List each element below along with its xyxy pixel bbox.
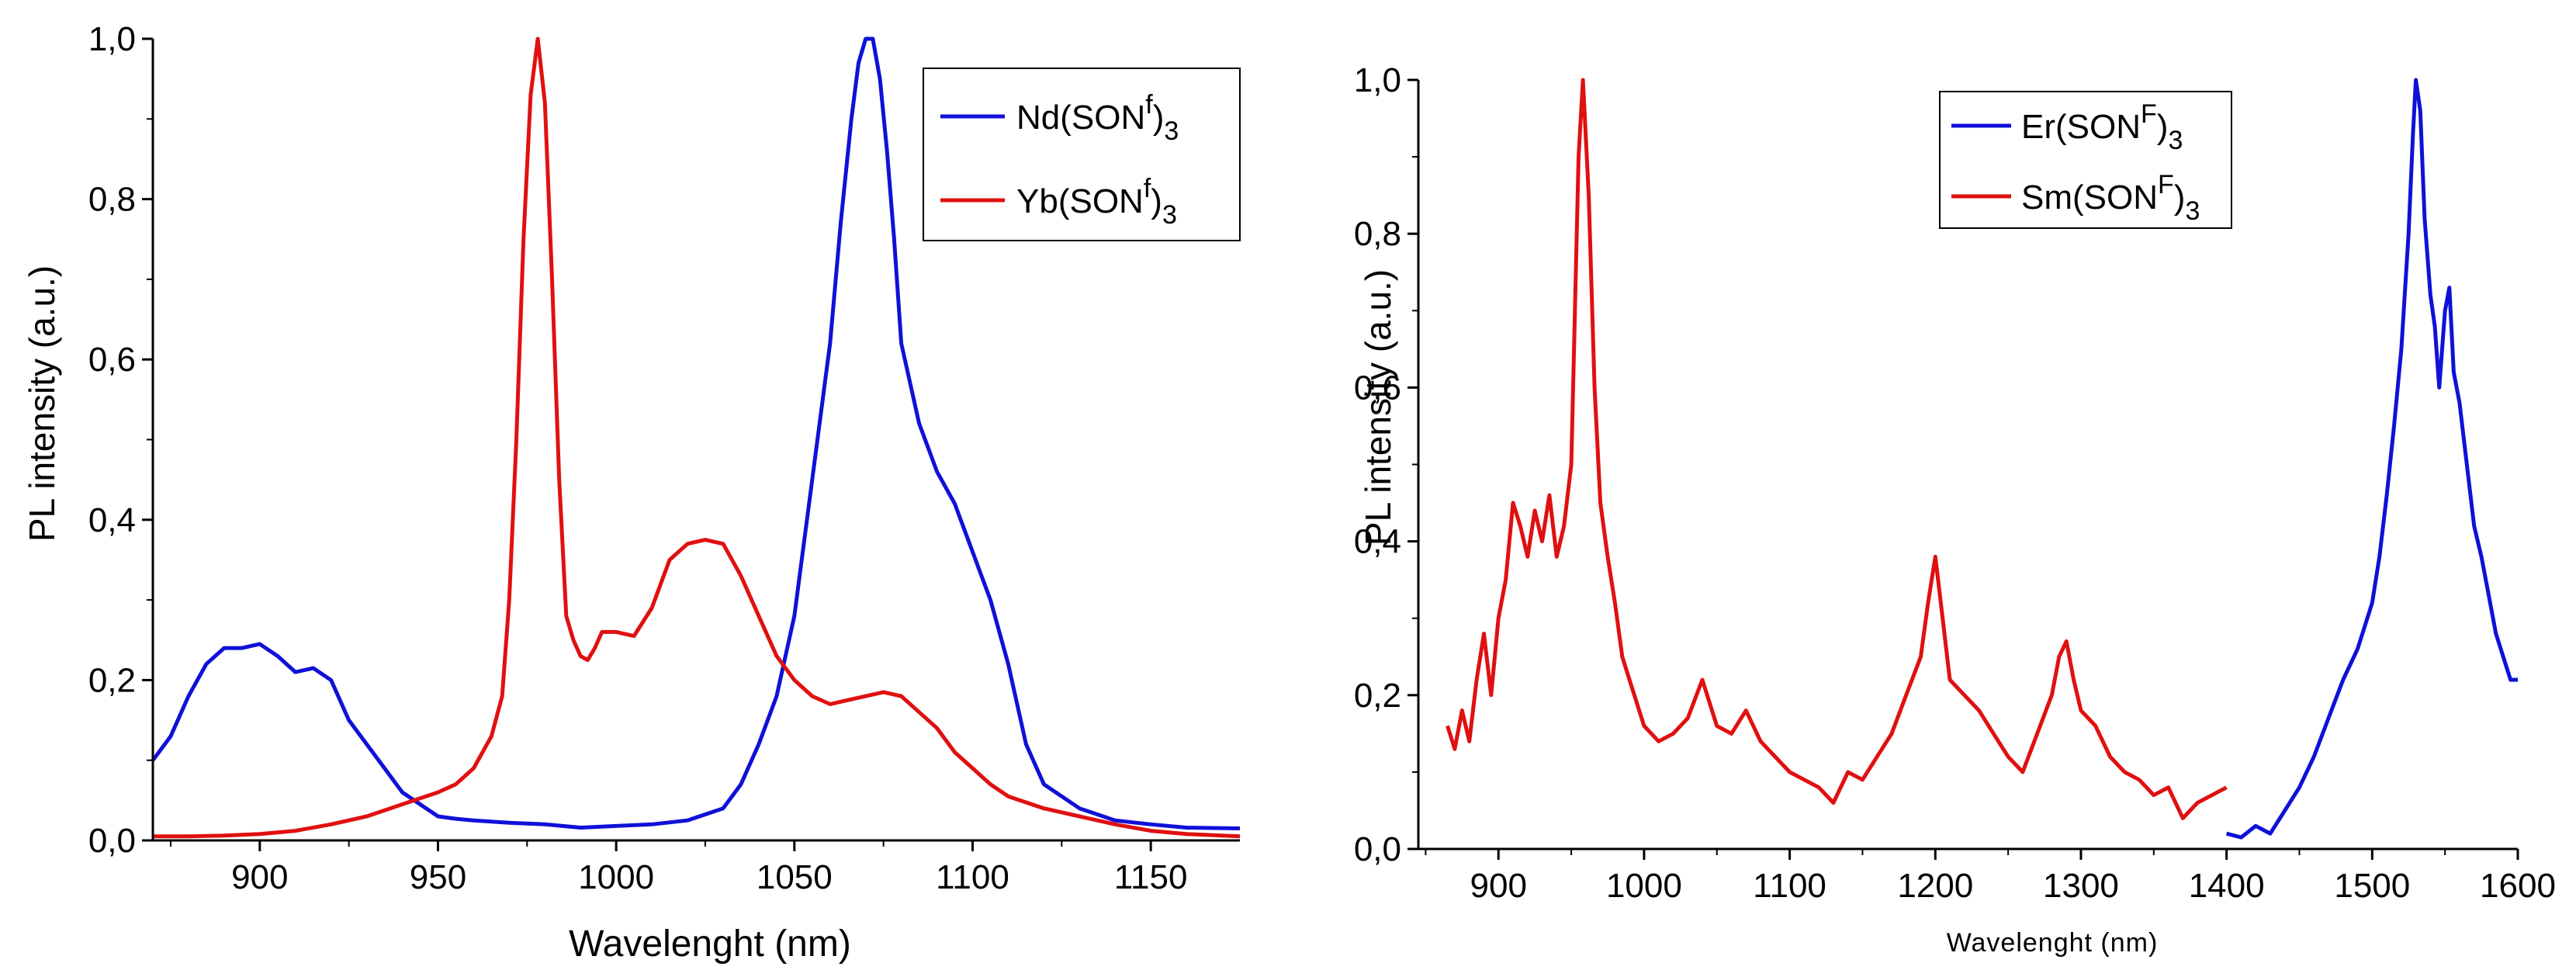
left-y-tick-label: 0,6 bbox=[88, 341, 136, 379]
right-y-tick-label: 0,2 bbox=[1354, 677, 1401, 715]
left-series-line-1 bbox=[153, 36, 1241, 839]
right-x-tick-label: 1600 bbox=[2480, 867, 2556, 905]
left-x-tick-label: 1150 bbox=[1114, 858, 1188, 896]
left-y-axis-label: PL intensity (a.u.) bbox=[22, 265, 62, 542]
left-axes-group: 0,0 0,2 0,4 0,6 0,8 1,0 900 950 1000 1050 1100 1150 bbox=[88, 20, 1240, 896]
right-x-tick-label: 1400 bbox=[2189, 867, 2265, 905]
right-legend-label-er: Er(SONF)3 bbox=[2021, 99, 2183, 155]
left-x-tick-label: 900 bbox=[231, 858, 288, 896]
right-legend-box bbox=[1939, 91, 2232, 229]
left-y-tick-label: 1,0 bbox=[88, 20, 136, 58]
left-chart: 0,0 0,2 0,4 0,6 0,8 1,0 900 950 1000 1050 1100 1150… bbox=[22, 20, 1241, 965]
right-x-tick-label: 1500 bbox=[2334, 867, 2410, 905]
right-series-line-1 bbox=[1446, 78, 2228, 820]
right-y-tick-label: 0,0 bbox=[1354, 830, 1401, 868]
left-series-line-0 bbox=[151, 36, 1241, 830]
right-y-axis-label: PL intensity (a.u.) bbox=[1358, 269, 1398, 546]
left-legend: Nd(SONf)3 Yb(SONf)3 bbox=[923, 68, 1241, 241]
left-x-tick-label: 1050 bbox=[757, 858, 833, 896]
right-y-tick-label: 0,6 bbox=[1354, 369, 1401, 407]
left-series-group bbox=[151, 36, 1241, 839]
left-y-tick-label: 0,8 bbox=[88, 181, 136, 219]
right-y-tick-label: 0,4 bbox=[1354, 523, 1401, 561]
right-x-axis-label: Wavelenght (nm) bbox=[1947, 928, 2159, 958]
left-y-tick-label: 0,4 bbox=[88, 501, 136, 539]
right-axes-group: 0,0 0,2 0,4 0,6 0,8 1,0 900 1000 1100 1200 1300 140… bbox=[1354, 61, 2556, 905]
right-chart: 0,0 0,2 0,4 0,6 0,8 1,0 900 1000 1100 1200 1300 140… bbox=[1354, 61, 2556, 958]
right-series-group bbox=[1446, 78, 2518, 840]
right-legend-label-sm: Sm(SONF)3 bbox=[2021, 170, 2200, 226]
left-x-axis-label: Wavelenght (nm) bbox=[569, 923, 851, 965]
right-x-tick-label: 1100 bbox=[1753, 867, 1826, 905]
left-x-tick-label: 1000 bbox=[578, 858, 654, 896]
left-x-tick-label: 1100 bbox=[936, 858, 1009, 896]
right-legend: Er(SONF)3 Sm(SONF)3 bbox=[1939, 91, 2232, 229]
right-series-line-0 bbox=[2225, 78, 2518, 840]
left-y-tick-label: 0,0 bbox=[88, 822, 136, 860]
right-x-tick-label: 1000 bbox=[1606, 867, 1682, 905]
left-legend-label-nd: Nd(SONf)3 bbox=[1016, 90, 1179, 146]
left-legend-label-yb: Yb(SONf)3 bbox=[1016, 174, 1177, 230]
right-x-tick-label: 900 bbox=[1470, 867, 1527, 905]
right-y-tick-label: 0,8 bbox=[1354, 215, 1401, 253]
left-legend-box bbox=[923, 68, 1241, 241]
left-x-tick-label: 950 bbox=[410, 858, 466, 896]
right-x-tick-label: 1300 bbox=[2043, 867, 2119, 905]
left-y-tick-label: 0,2 bbox=[88, 661, 136, 699]
right-x-tick-label: 1200 bbox=[1897, 867, 1973, 905]
right-y-tick-label: 1,0 bbox=[1354, 61, 1401, 99]
